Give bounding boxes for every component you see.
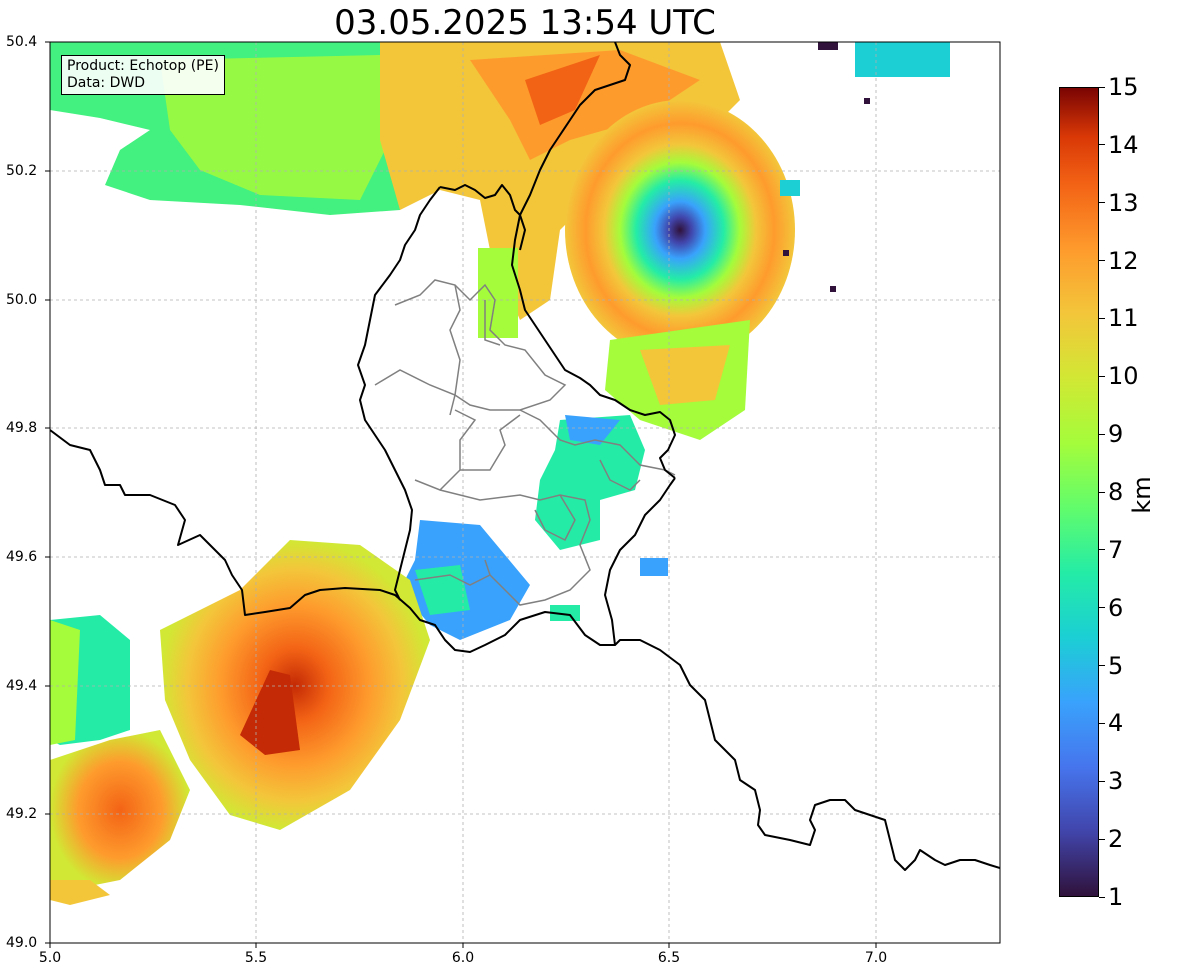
map-title: 03.05.2025 13:54 UTC [334, 3, 716, 43]
info-product: Product: Echotop (PE) [67, 58, 219, 74]
colorbar-tick-mark [1099, 317, 1105, 319]
echo-cell-southwest-envelope [160, 540, 430, 830]
echo-cell-southwest-core [240, 670, 300, 755]
echo-speck-4 [830, 286, 836, 292]
colorbar-tick-mark [1099, 144, 1105, 146]
colorbar-tick-label: 12 [1108, 246, 1139, 275]
national-borders [50, 42, 1000, 871]
colorbar-tick-label: 8 [1108, 478, 1124, 506]
colorbar-tick-mark [1099, 896, 1105, 898]
border-be-de-north [519, 42, 631, 216]
colorbar-tick-label: 10 [1108, 362, 1139, 391]
echo-cells-central-blue [565, 415, 620, 445]
x-tick-label: 6.0 [451, 950, 475, 966]
colorbar-tick-label: 5 [1108, 651, 1124, 680]
colorbar-tick-label: 14 [1108, 130, 1139, 159]
x-tick-label: 7.0 [864, 950, 888, 966]
colorbar-tick-label: 2 [1108, 825, 1124, 854]
echo-speck-5 [864, 98, 870, 104]
echo-cell-far-southwest [50, 730, 190, 890]
y-tick-label: 49.8 [6, 420, 38, 436]
colorbar-tick-mark [1099, 780, 1105, 782]
colorbar-tick-mark [1099, 86, 1105, 88]
echo-band-far-west [50, 880, 110, 905]
colorbar-tick-mark [1099, 375, 1105, 377]
y-tick-label: 50.0 [6, 292, 38, 308]
colorbar-tick-mark [1099, 722, 1105, 724]
x-tick-label: 6.5 [657, 950, 681, 966]
colorbar-tick-mark [1099, 491, 1105, 493]
border-lu-de-north [439, 184, 676, 479]
y-tick-label: 49.2 [6, 806, 38, 822]
echo-band-north-peak [525, 55, 600, 125]
colorbar-tick-label: 1 [1108, 883, 1124, 911]
colorbar-tick-mark [1099, 607, 1105, 609]
echo-band-west-edge [50, 620, 80, 745]
colorbar-tick-mark [1099, 838, 1105, 840]
colorbar-tick-label: 6 [1108, 593, 1124, 622]
echo-speck-7 [640, 558, 668, 576]
border-lu-west [357, 186, 441, 601]
colorbar-tick-label: 15 [1108, 73, 1139, 101]
echo-cell-northeast [565, 100, 795, 360]
regional-borders [374, 279, 676, 606]
colorbar-tick-label: 3 [1108, 767, 1124, 796]
echo-speck-3 [818, 42, 838, 50]
y-tick-label: 50.4 [6, 34, 38, 50]
colorbar-tick-mark [1099, 433, 1105, 435]
echo-speck-2 [855, 42, 950, 77]
y-tick-label: 49.0 [6, 935, 38, 951]
y-tick-label: 49.6 [6, 549, 38, 565]
x-tick-label: 5.0 [38, 950, 62, 966]
border-fr-be-lu [50, 429, 1000, 871]
echo-speck-6 [783, 250, 789, 256]
info-box: Product: Echotop (PE) Data: DWD [61, 55, 225, 95]
colorbar-tick-label: 4 [1108, 709, 1124, 738]
gridlines [50, 42, 1000, 943]
colorbar-label: km [1128, 476, 1156, 514]
colorbar-tick-label: 7 [1108, 535, 1124, 564]
echo-speck-1 [780, 180, 800, 196]
echo-tail-northeast-core [640, 345, 730, 405]
x-tick-label: 5.5 [244, 950, 268, 966]
colorbar-tick-label: 11 [1108, 304, 1139, 333]
y-tick-label: 50.2 [6, 163, 38, 179]
colorbar-tick-mark [1099, 665, 1105, 667]
colorbar-tick-mark [1099, 549, 1105, 551]
plot-frame [49, 41, 1001, 944]
colorbar [1059, 87, 1099, 897]
echo-cells-central [535, 415, 645, 550]
tick-marks [45, 41, 877, 948]
colorbar-tick-label: 13 [1108, 188, 1139, 217]
y-tick-label: 49.4 [6, 678, 38, 694]
echo-band-north-core [470, 50, 700, 160]
colorbar-tick-label: 9 [1108, 420, 1124, 449]
colorbar-tick-mark [1099, 260, 1105, 262]
colorbar-tick-mark [1099, 202, 1105, 204]
info-data-source: Data: DWD [67, 75, 145, 91]
border-lu-south [604, 477, 676, 646]
border-nl-corner [519, 214, 526, 251]
